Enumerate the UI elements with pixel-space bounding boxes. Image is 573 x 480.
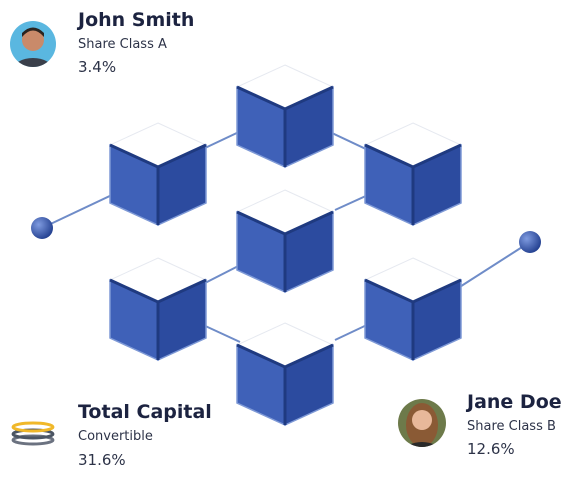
card-class: Share Class B xyxy=(467,419,556,434)
cube xyxy=(235,63,335,169)
card-class: Share Class A xyxy=(78,37,167,52)
card-class: Convertible xyxy=(78,429,153,444)
card-percent: 12.6% xyxy=(467,440,515,458)
avatar xyxy=(10,21,56,67)
node-sphere xyxy=(519,231,541,253)
cube xyxy=(108,121,208,227)
card-name: Total Capital xyxy=(78,401,212,423)
node-sphere xyxy=(31,217,53,239)
card-name: John Smith xyxy=(78,9,195,31)
card-name: Jane Doe xyxy=(467,391,562,413)
card-percent: 31.6% xyxy=(78,451,126,469)
cube xyxy=(235,188,335,294)
cube xyxy=(363,256,463,362)
coin-icon xyxy=(11,421,55,446)
cube xyxy=(363,121,463,227)
cube xyxy=(235,321,335,427)
avatar xyxy=(398,399,446,447)
card-percent: 3.4% xyxy=(78,58,117,76)
cube xyxy=(108,256,208,362)
